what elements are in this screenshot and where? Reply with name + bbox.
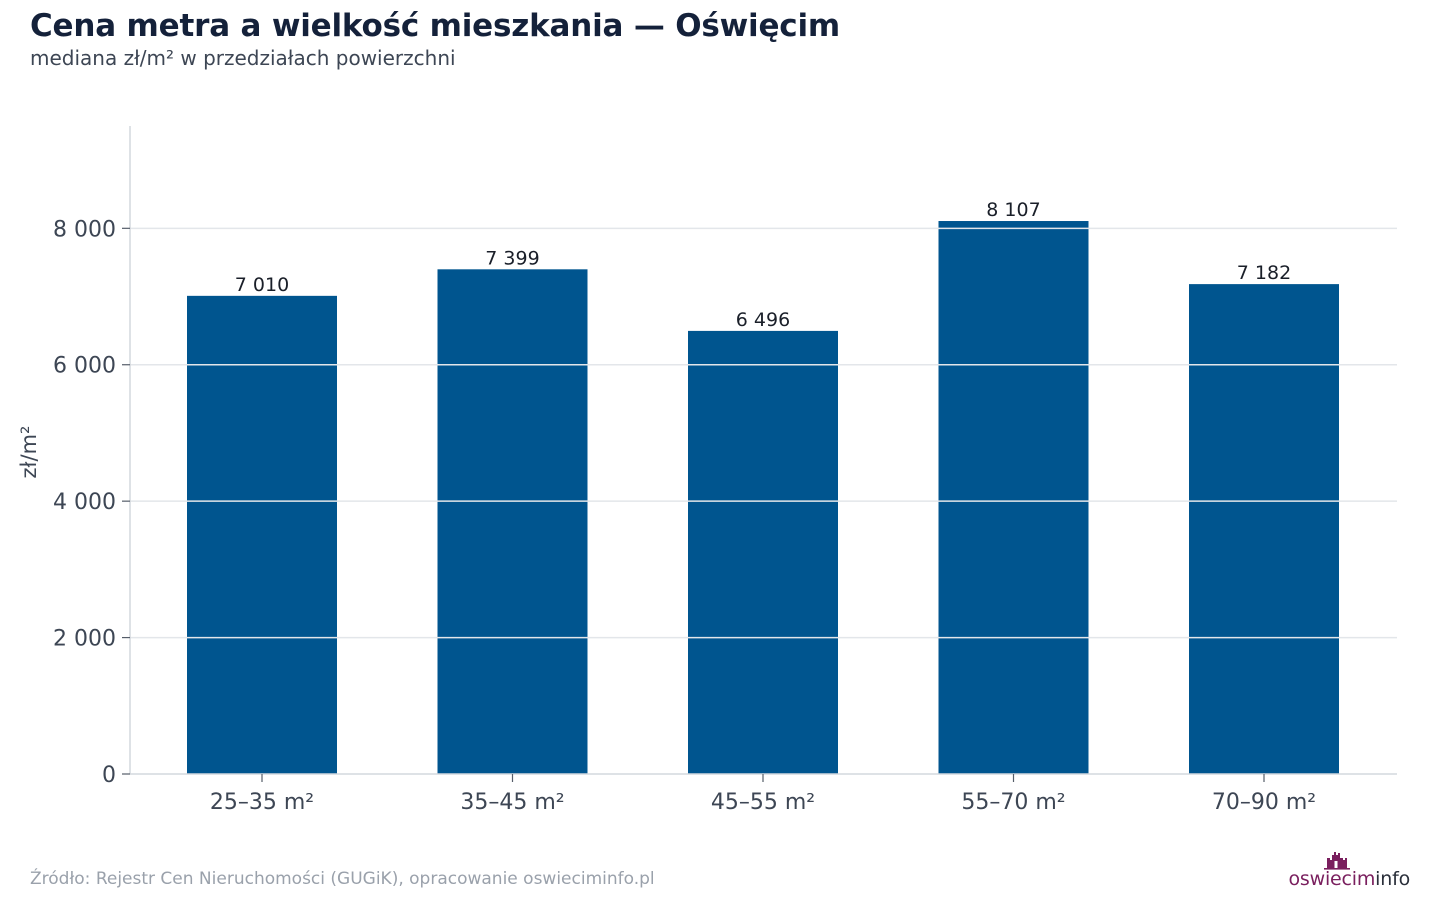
- bar: [688, 330, 838, 774]
- bar: [187, 295, 337, 774]
- bar: [1189, 284, 1339, 774]
- x-tick-label: 45–55 m²: [711, 790, 815, 815]
- castle-icon: [1324, 852, 1350, 870]
- x-tick-label: 70–90 m²: [1212, 790, 1316, 815]
- x-tick-label: 25–35 m²: [210, 790, 314, 815]
- logo-wordmark: oswieciminfo: [1288, 868, 1410, 890]
- x-tick-label: 55–70 m²: [961, 790, 1065, 815]
- bar: [938, 221, 1089, 774]
- x-tick-label: 35–45 m²: [460, 790, 564, 815]
- gridlines: [130, 227, 1397, 639]
- axes: [122, 126, 1397, 782]
- source-note: Źródło: Rejestr Cen Nieruchomości (GUGiK…: [30, 869, 655, 889]
- y-tick-label: 8 000: [53, 217, 116, 242]
- logo-brand: oswiecim: [1288, 868, 1376, 890]
- data-label: 8 107: [986, 199, 1040, 221]
- y-tick-label: 4 000: [53, 490, 116, 515]
- y-tick-label: 6 000: [53, 354, 116, 379]
- data-label: 7 010: [235, 274, 289, 296]
- y-tick-label: 0: [102, 763, 116, 788]
- data-label: 7 182: [1237, 262, 1291, 284]
- y-tick-label: 2 000: [53, 627, 116, 652]
- chart-subtitle: mediana zł/m² w przedziałach powierzchni: [30, 46, 456, 70]
- bar: [437, 269, 588, 774]
- bars: [187, 221, 1339, 774]
- labels: 0 2 000 4 000 6 000 8 000 25–35 m² 35–45 m² 45–…: [53, 199, 1316, 815]
- chart-title: Cena metra a wielkość mieszkania — Oświę…: [30, 8, 841, 44]
- data-label: 6 496: [736, 309, 790, 331]
- logo-suffix: info: [1375, 868, 1410, 890]
- y-axis-title: zł/m²: [17, 426, 41, 479]
- data-label: 7 399: [485, 247, 539, 269]
